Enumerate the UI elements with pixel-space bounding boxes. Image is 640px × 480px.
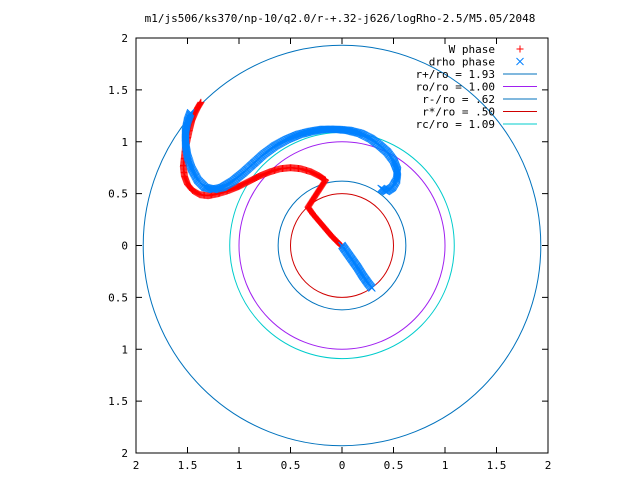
- x-tick-label: 2: [545, 459, 552, 472]
- y-tick-label: 1.5: [108, 84, 128, 97]
- data-point: [368, 284, 376, 292]
- legend-label: r-/ro = .62: [422, 93, 495, 106]
- data-point: [377, 184, 385, 193]
- circle-3: [290, 193, 394, 298]
- x-tick-label: 1: [236, 459, 243, 472]
- data-point: [335, 240, 343, 248]
- y-tick-label: 1: [121, 343, 128, 356]
- series-0: [179, 98, 345, 249]
- y-tick-label: 1.5: [108, 395, 128, 408]
- legend-label: r+/ro = 1.93: [416, 68, 495, 81]
- circle-2: [277, 180, 407, 311]
- axis-ticks: 2 1.5 1 0.5 0 0.5 1 1.5 221.510.500.511.52: [108, 32, 551, 472]
- circle-1: [238, 141, 446, 350]
- y-tick-label: 0.5: [108, 188, 128, 201]
- legend-label: r*/ro = .50: [422, 106, 495, 119]
- x-tick-label: 1.5: [487, 459, 507, 472]
- reference-circles: [142, 44, 542, 447]
- y-tick-label: 0.5: [108, 291, 128, 304]
- circle-0: [142, 44, 542, 447]
- x-tick-label: 2: [133, 459, 140, 472]
- data-point: [393, 172, 401, 181]
- chart-title: m1/js506/ks370/np-10/q2.0/r-+.32-j626/lo…: [145, 12, 536, 25]
- y-tick-label: 2: [121, 32, 128, 45]
- x-tick-label: 1: [442, 459, 449, 472]
- x-tick-label: 0: [339, 459, 346, 472]
- x-tick-label: 0.5: [384, 459, 404, 472]
- y-tick-label: 2: [121, 447, 128, 460]
- legend-label: W phase: [449, 43, 495, 56]
- data-series: [179, 98, 402, 292]
- legend-marker: [516, 45, 524, 53]
- legend-label: rc/ro = 1.09: [416, 118, 495, 131]
- legend-label: drho phase: [429, 56, 495, 69]
- series-1: [181, 108, 402, 292]
- x-tick-label: 1.5: [178, 459, 198, 472]
- legend-label: ro/ro = 1.00: [416, 81, 495, 94]
- y-tick-label: 0: [121, 240, 128, 253]
- x-tick-label: 0.5: [281, 459, 301, 472]
- y-tick-label: 1: [121, 136, 128, 149]
- legend-marker: [516, 57, 524, 66]
